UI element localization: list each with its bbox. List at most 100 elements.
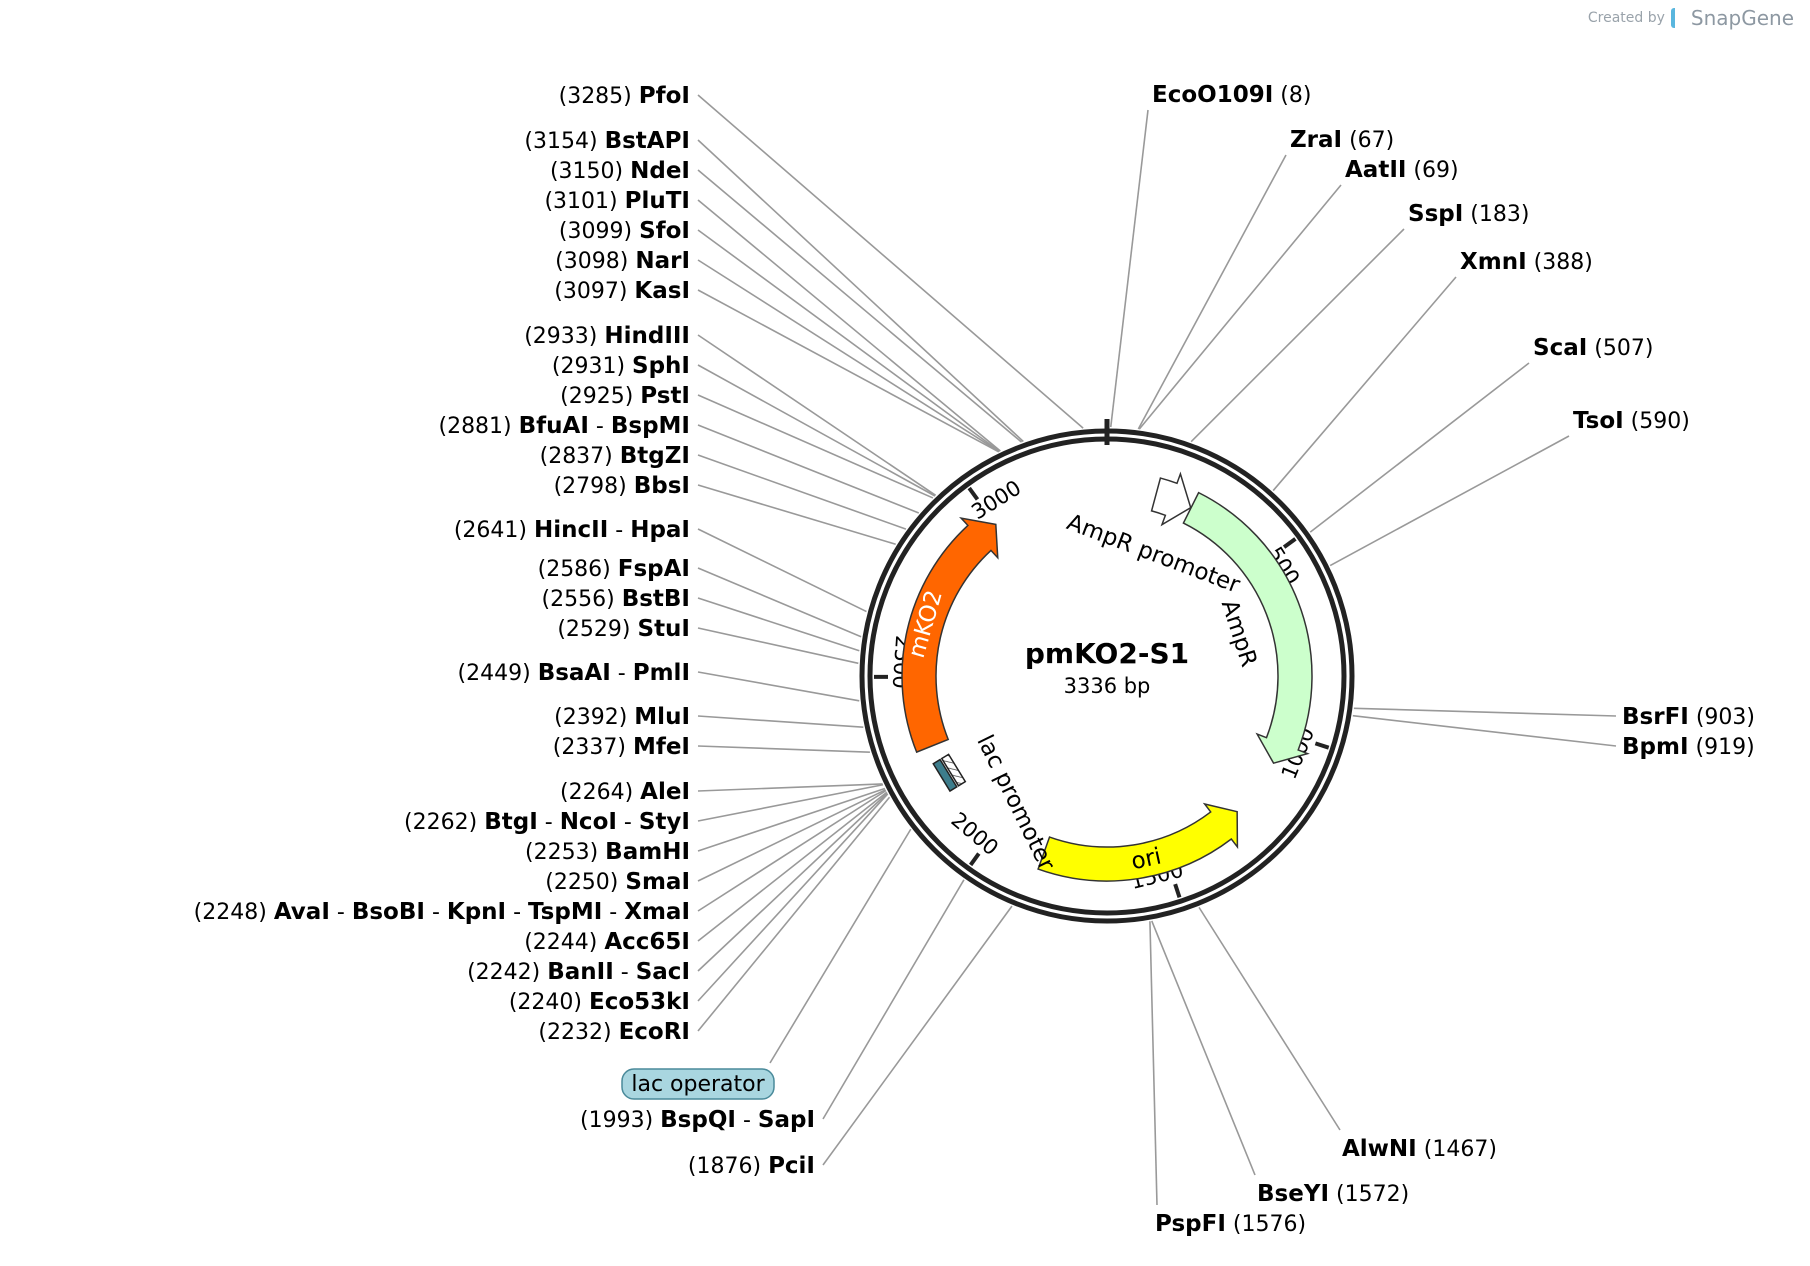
leader-line [1151,920,1256,1176]
tick-mark [968,852,981,867]
site-label-mfei: (2337) MfeI [553,734,690,760]
site-label-bsaai: (2449) BsaAI - PmlI [458,660,690,686]
leader-line [697,364,936,497]
leader-line [697,783,883,792]
plasmid-name: pmKO2-S1 [1025,637,1189,670]
site-label-btgzi: (2837) BtgZI [540,443,690,469]
leader-line [697,745,870,753]
site-label-eco53ki: (2240) Eco53kI [509,989,690,1015]
leader-line [1272,276,1457,492]
center-title: pmKO2-S1 3336 bp [1025,637,1189,698]
leader-line [1190,228,1405,443]
leader-line [822,905,1013,1166]
site-label-acc65i: (2244) Acc65I [524,929,690,955]
lac-promoter-feature [932,753,967,793]
plasmid-backbone [859,419,1355,924]
snapgene-logo-icon [1670,8,1685,28]
leader-line [697,793,889,1002]
tick-label: 2000 [947,808,1003,861]
site-label-smai: (2250) SmaI [545,869,690,895]
site-label-aatii: AatII (69) [1345,157,1459,183]
leader-line [697,715,864,729]
leader-line [697,789,886,882]
tick-mark [1282,537,1297,549]
site-label-sphi: (2931) SphI [552,353,690,379]
site-label-sfoi: (3099) SfoI [559,218,690,244]
tick-mark [1314,741,1330,750]
site-label-hindiii: (2933) HindIII [524,323,690,349]
site-label-pspfi: PspFI (1576) [1155,1211,1306,1237]
leader-line [697,454,907,530]
leader-line [1198,906,1341,1131]
leader-line [697,627,859,665]
leader-line [697,259,1000,453]
leader-line [697,792,888,972]
site-label-alwni: AlwNI (1467) [1342,1136,1497,1162]
site-label-pcii: (1876) PciI [688,1153,815,1179]
lac-operator-callout: lac operator [621,1068,775,1100]
leader-line [1149,921,1158,1206]
site-label-ndei: (3150) NdeI [550,158,690,184]
site-label-psti: (2925) PstI [560,383,690,409]
snapgene-credit: Created by SnapGene [1588,6,1794,30]
leader-line [697,528,867,613]
site-label-bseyi: BseYI (1572) [1257,1181,1409,1207]
site-label-zrai: ZraI (67) [1290,127,1394,153]
site-label-mlui: (2392) MluI [554,704,690,730]
plasmid-length: 3336 bp [1064,674,1151,698]
site-label-fspai: (2586) FspAI [538,556,690,582]
leader-line [697,229,1000,453]
leader-line [697,169,1023,443]
callout-text: lac operator [631,1072,765,1097]
site-label-stui: (2529) StuI [557,616,690,642]
ori-feature-arrow [1037,802,1239,882]
site-label-bsrfi: BsrFI (903) [1622,704,1755,730]
site-label-xmni: XmnI (388) [1460,249,1593,275]
leader-line [822,879,965,1120]
ampr-feature-arrow [1182,491,1313,765]
leader-line [697,671,860,702]
site-label-bstbi: (2556) BstBI [542,586,690,612]
leader-line [697,139,1024,443]
leader-line [697,567,862,638]
leader-line [1329,435,1570,567]
leader-line [697,791,888,942]
leader-line [697,787,886,852]
leader-line [697,424,920,514]
site-label-tsoi: TsoI (590) [1573,408,1690,434]
site-label-bamhi: (2253) BamHI [525,839,690,865]
leader-line [1309,362,1530,533]
site-label-avai: (2248) AvaI - BsoBI - KpnI - TspMI - Xma… [194,899,690,925]
leader-lines [697,94,1617,1206]
site-label-ecoo109i: EcoO109I (8) [1152,82,1311,108]
site-label-bfuai: (2881) BfuAI - BspMI [438,413,690,439]
leader-line [1109,109,1149,428]
leader-line [697,597,860,652]
site-label-sspi: SspI (183) [1408,201,1529,227]
tick-label: 3000 [967,476,1025,525]
site-label-bspqi: (1993) BspQI - SapI [580,1107,815,1133]
site-label-scai: ScaI (507) [1533,335,1653,361]
ampr-promoter-feature-arrow [1150,471,1192,527]
site-label-kasi: (3097) KasI [554,278,690,304]
leader-line [769,828,912,1064]
credit-prefix: Created by [1587,10,1665,26]
leader-line [697,289,1000,453]
leader-line [697,199,1001,452]
credit-brand: SnapGene [1690,6,1794,30]
site-label-bstapi: (3154) BstAPI [524,128,690,154]
leader-line [1353,707,1617,717]
callout-box [621,1068,775,1100]
site-label-btgi: (2262) BtgI - NcoI - StyI [404,809,690,835]
site-label-banii: (2242) BanII - SacI [467,959,690,985]
leader-line [697,394,934,499]
leader-line [697,783,884,822]
site-labels: (3285) PfoI (3154) BstAPI (3150) NdeI (3101… [194,82,1755,1237]
site-label-bbsi: (2798) BbsI [554,473,690,499]
site-label-pluti: (3101) PluTI [544,188,690,214]
leader-line [697,796,891,1032]
leader-line [1137,154,1287,430]
tick-mark [1173,883,1182,899]
leader-line [697,484,896,546]
